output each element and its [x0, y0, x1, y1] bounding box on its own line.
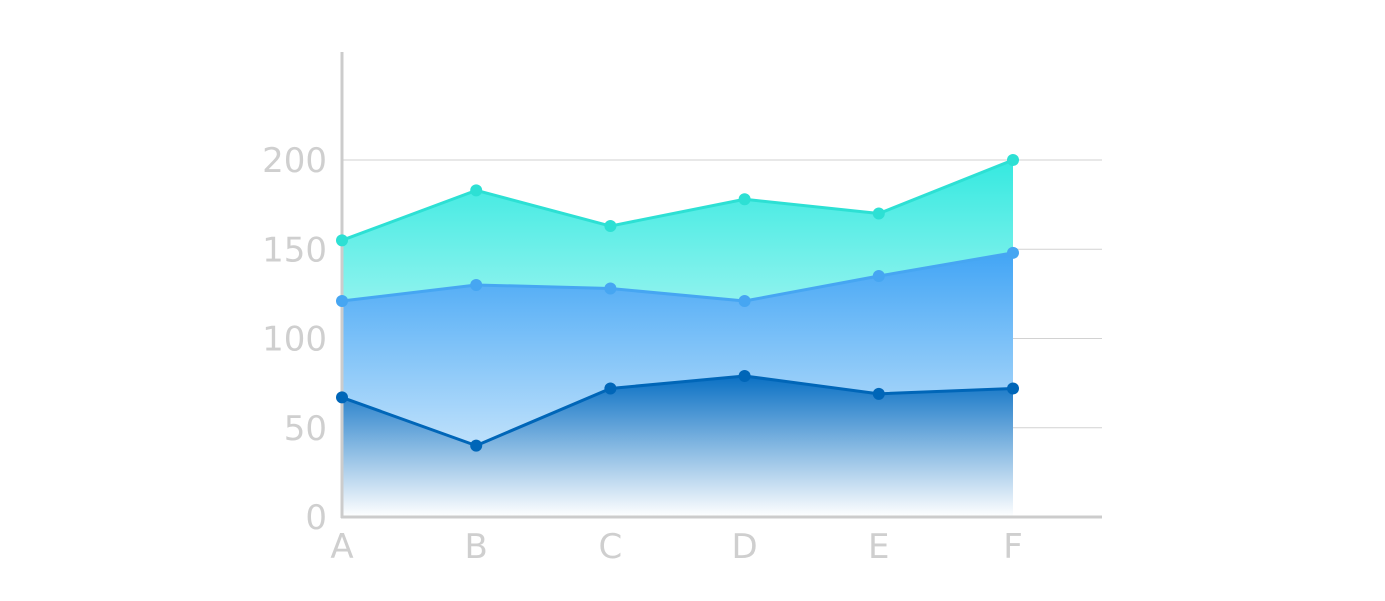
data-point-series-1-D — [738, 369, 751, 382]
data-point-series-3-B — [470, 184, 483, 197]
y-tick-label: 200 — [262, 141, 327, 181]
line-layer — [341, 158, 1014, 448]
data-point-series-3-F — [1007, 154, 1019, 166]
data-point-series-3-C — [604, 220, 617, 233]
y-tick-label: 150 — [262, 230, 327, 270]
data-point-series-2-A — [336, 295, 348, 308]
data-point-series-1-C — [604, 382, 617, 395]
data-point-series-2-B — [470, 278, 483, 291]
data-point-series-1-F — [1007, 382, 1019, 395]
x-tick-label: C — [599, 527, 623, 567]
data-point-series-2-F — [1007, 246, 1019, 259]
data-point-series-2-E — [872, 270, 885, 283]
x-tick-label: B — [465, 527, 488, 567]
data-point-series-3-A — [336, 234, 348, 247]
y-tick-label: 0 — [305, 498, 327, 538]
y-tick-label: 100 — [262, 320, 327, 360]
axis-layer — [340, 52, 1102, 519]
label-layer: 0 50 100 150 200 A B C D E F — [262, 141, 1023, 567]
data-point-series-1-A — [336, 391, 348, 404]
area-series-3 — [342, 160, 1013, 302]
area-series-1 — [342, 375, 1013, 517]
line-series-3 — [341, 158, 1014, 242]
area-series-2 — [342, 252, 1013, 446]
data-point-series-2-C — [604, 282, 617, 295]
data-point-series-2-D — [738, 295, 751, 308]
line-series-1 — [341, 374, 1014, 448]
x-tick-label: F — [1003, 527, 1023, 567]
area-layer — [342, 160, 1013, 517]
data-point-series-1-E — [872, 387, 885, 400]
y-tick-label: 50 — [284, 409, 327, 449]
line-series-2 — [341, 251, 1014, 303]
point-layer — [336, 154, 1019, 452]
data-point-series-3-D — [738, 193, 751, 206]
x-tick-label: D — [732, 527, 758, 567]
x-tick-label: E — [868, 527, 889, 567]
data-point-series-3-E — [872, 207, 885, 220]
data-point-series-1-B — [470, 439, 483, 452]
x-tick-label: A — [330, 527, 353, 567]
